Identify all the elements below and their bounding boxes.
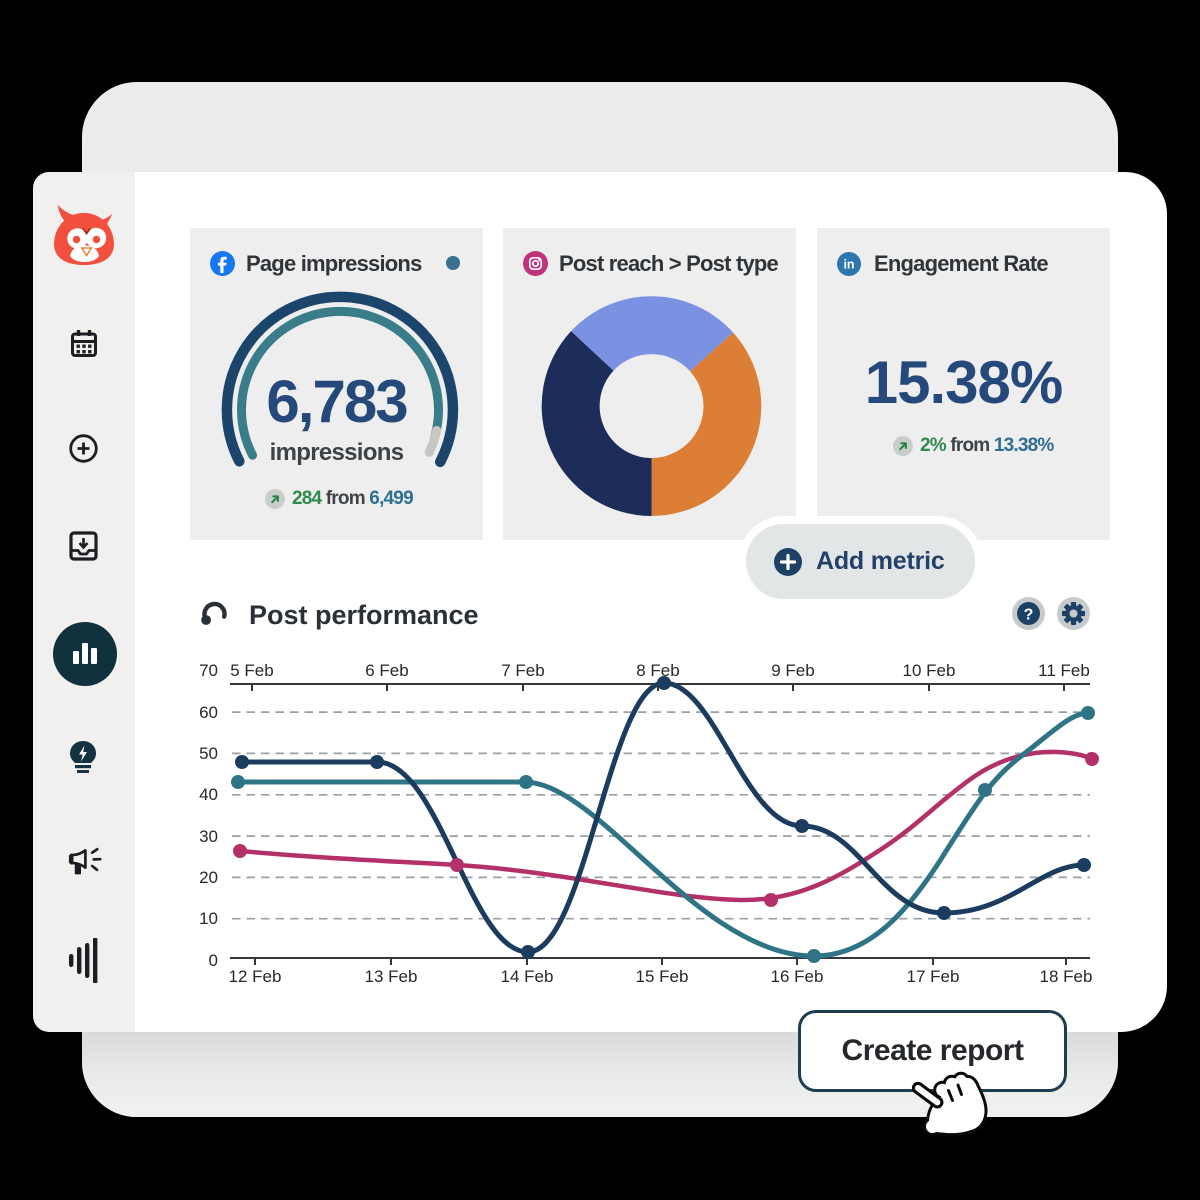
svg-text:0: 0: [209, 951, 218, 970]
svg-text:5 Feb: 5 Feb: [230, 661, 273, 680]
svg-text:40: 40: [199, 785, 218, 804]
svg-text:7 Feb: 7 Feb: [501, 661, 544, 680]
svg-text:20: 20: [199, 868, 218, 887]
svg-text:8 Feb: 8 Feb: [636, 661, 679, 680]
svg-text:6 Feb: 6 Feb: [365, 661, 408, 680]
svg-text:16 Feb: 16 Feb: [771, 967, 824, 986]
svg-text:?: ?: [1024, 607, 1034, 624]
svg-text:50: 50: [199, 744, 218, 763]
svg-text:18 Feb: 18 Feb: [1040, 967, 1093, 986]
svg-text:14 Feb: 14 Feb: [501, 967, 554, 986]
svg-text:60: 60: [199, 703, 218, 722]
svg-text:12 Feb: 12 Feb: [229, 967, 282, 986]
svg-text:11 Feb: 11 Feb: [1038, 661, 1090, 680]
svg-text:10: 10: [199, 909, 218, 928]
svg-text:15 Feb: 15 Feb: [636, 967, 689, 986]
svg-text:in: in: [843, 257, 854, 271]
svg-text:17 Feb: 17 Feb: [907, 967, 960, 986]
svg-text:10 Feb: 10 Feb: [903, 661, 956, 680]
svg-text:70: 70: [199, 661, 218, 680]
svg-text:9 Feb: 9 Feb: [771, 661, 814, 680]
svg-text:13 Feb: 13 Feb: [365, 967, 418, 986]
svg-text:30: 30: [199, 827, 218, 846]
